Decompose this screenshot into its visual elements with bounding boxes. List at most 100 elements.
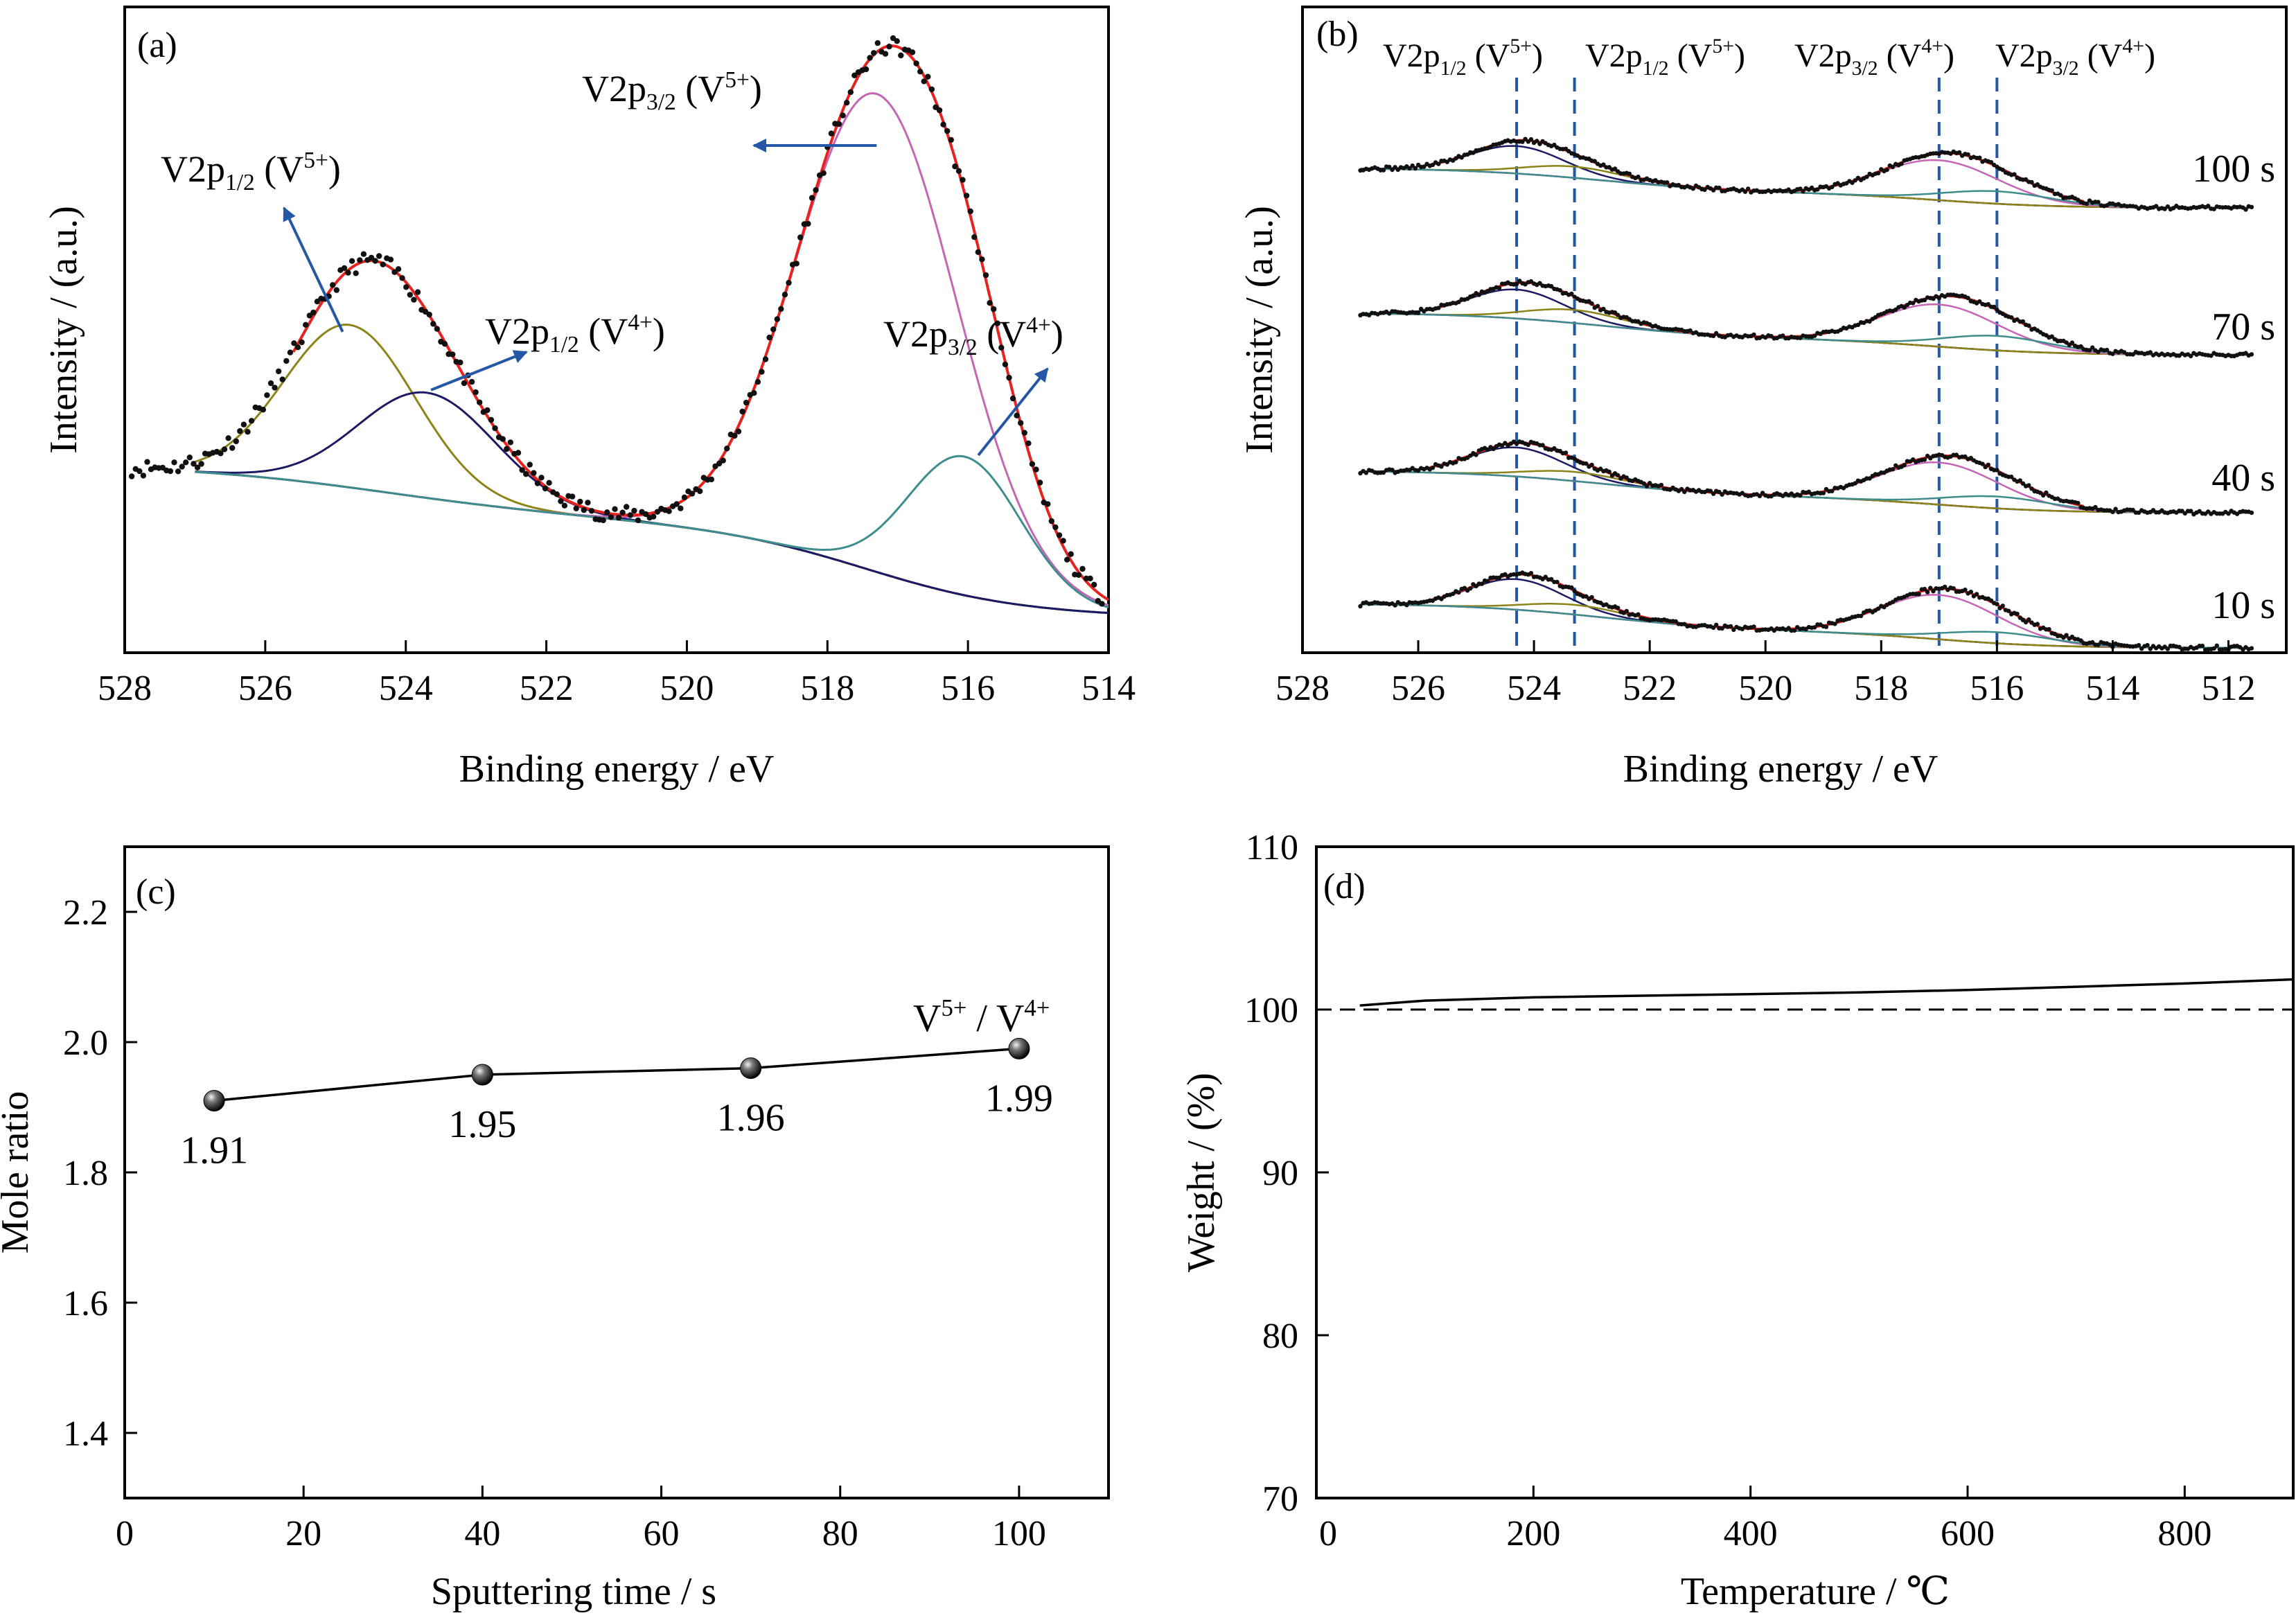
data-point [1751, 624, 1756, 629]
data-point [1589, 595, 1594, 600]
panel-b-xps-depth-series: (b) 528 526 524 522 520 518 516 514 512 Binding … [1238, 6, 2288, 791]
data-point [183, 459, 189, 466]
data-point [991, 306, 997, 312]
data-point [2136, 643, 2142, 648]
data-point [1407, 166, 1412, 171]
data-point [2023, 619, 2029, 625]
series-component-curve [1360, 159, 2250, 209]
data-point [198, 461, 204, 467]
data-point [612, 506, 618, 512]
data-point [171, 459, 177, 466]
data-point [2035, 622, 2040, 626]
data-point [1928, 586, 1933, 590]
data-point [952, 164, 958, 170]
data-point [963, 193, 970, 199]
data-point [546, 479, 552, 486]
data-point [2049, 188, 2054, 193]
data-point [2084, 201, 2089, 206]
data-point [882, 51, 889, 57]
annotation-0-sub: 1/2 [1440, 57, 1467, 80]
background-curve [195, 470, 1109, 615]
data-point [504, 446, 510, 452]
data-point [809, 195, 815, 201]
data-point [1014, 412, 1020, 419]
data-point [430, 321, 436, 327]
data-point [218, 450, 224, 457]
data-point [1087, 575, 1093, 581]
data-point [2069, 340, 2075, 345]
annotation-v5-p12: V2p1/2 (V5+) [161, 148, 341, 195]
data-point [492, 425, 498, 432]
annotation-v5-p32-base: V2p [582, 68, 646, 109]
data-point [569, 493, 576, 500]
data-point [1060, 538, 1066, 544]
y-tick-label: 2.0 [63, 1023, 108, 1063]
data-point [940, 121, 946, 127]
data-point [1830, 488, 1835, 493]
data-point [2113, 507, 2118, 511]
annotation-1-base: V2p [1585, 37, 1643, 74]
data-point [272, 385, 278, 391]
data-point [759, 369, 765, 375]
data-point [1711, 188, 1716, 193]
data-point [1636, 174, 1641, 179]
data-point [1091, 581, 1097, 588]
data-point [1430, 162, 1436, 168]
data-point [1798, 186, 1803, 191]
data-point [793, 261, 800, 267]
panel-c-y-axis-label: Mole ratio [0, 1091, 37, 1254]
data-point [1821, 491, 1826, 495]
data-point [2096, 642, 2101, 647]
data-point [1864, 175, 1869, 179]
data-point [519, 467, 525, 473]
data-point [971, 234, 978, 240]
data-point [1665, 180, 1670, 185]
data-point [399, 275, 405, 281]
series-label: 40 s [2211, 457, 2275, 500]
data-point [1931, 589, 1936, 594]
x-tick-label: 520 [1738, 669, 1792, 708]
data-point [2049, 334, 2054, 339]
annotation-v4-p32-ion: V [999, 313, 1026, 355]
data-point [345, 270, 351, 276]
series-label: 70 s [2211, 306, 2275, 349]
data-point [167, 468, 174, 475]
x-tick-label: 60 [644, 1514, 680, 1553]
x-tick-label: 528 [98, 669, 152, 708]
data-point [577, 498, 583, 505]
weight-curve [1359, 978, 2294, 1007]
data-point [1021, 430, 1028, 436]
data-point [2090, 345, 2095, 350]
data-point [368, 254, 375, 261]
data-point [1711, 333, 1716, 338]
data-point [1025, 440, 1032, 446]
data-point [237, 428, 243, 434]
data-point [2130, 352, 2135, 357]
data-point [1995, 307, 1999, 312]
data-point [1988, 159, 1994, 165]
data-point [844, 100, 850, 106]
peak-v4-p12-curve [195, 391, 1109, 615]
data-point [1812, 625, 1817, 630]
data-point [1569, 291, 1574, 297]
data-point [2110, 509, 2115, 514]
data-point [1079, 565, 1086, 572]
panel-b-x-ticks: 528 526 524 522 520 518 516 514 512 [1275, 640, 2255, 708]
y-tick-label: 80 [1262, 1317, 1298, 1356]
data-point [2145, 642, 2150, 648]
data-point [1858, 613, 1864, 619]
x-tick-label: 516 [941, 669, 995, 708]
data-point [2162, 206, 2167, 211]
data-point [1922, 457, 1927, 462]
data-point [2209, 353, 2214, 358]
x-tick-label: 522 [520, 669, 574, 708]
panel-b-guide-lines [1515, 78, 1999, 651]
data-point [2058, 193, 2063, 197]
y-tick-label: 1.8 [63, 1154, 108, 1193]
data-point [2020, 481, 2026, 486]
data-point [2249, 510, 2254, 516]
data-point [186, 455, 193, 461]
data-point [1746, 186, 1751, 191]
annotation-1-sub: 1/2 [1643, 57, 1669, 80]
series-component-curve [1360, 603, 2250, 649]
